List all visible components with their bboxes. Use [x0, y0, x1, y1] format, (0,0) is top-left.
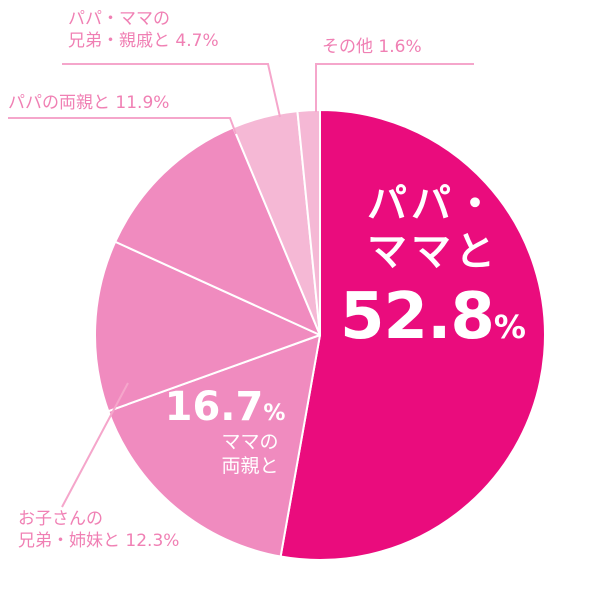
leader-siblings-relatives: [62, 63, 281, 118]
leader-paternal-parents: [8, 117, 237, 135]
slice-parents: [279, 109, 546, 561]
callout-children-siblings-line2: 兄弟・姉妹と 12.3%: [18, 531, 180, 551]
slice-value-main-unit: %: [493, 308, 526, 346]
slice-value-maternal-number: 16.7: [164, 384, 264, 430]
callout-siblings-relatives-line1: パパ・ママの: [68, 9, 170, 29]
slice-children-siblings: [94, 240, 321, 413]
slice-label-maternal-line2: 両親と: [221, 455, 279, 477]
slice-value-main: 52.8%: [338, 280, 528, 354]
callout-other: その他 1.6%: [322, 36, 422, 58]
callout-children-siblings-line1: お子さんの: [18, 509, 103, 529]
slice-value-maternal: 16.7%: [150, 384, 300, 430]
slice-paternal-grandparents: [114, 126, 321, 336]
slice-label-maternal-line1: ママの: [221, 431, 279, 453]
slice-maternal-grandparents: [107, 334, 321, 558]
slice-other: [296, 109, 321, 336]
slice-label-main-line1: パパ・: [367, 181, 499, 227]
leader-children-siblings: [61, 382, 129, 508]
slice-label-main-line2: ママと: [367, 229, 499, 275]
callout-siblings-relatives: パパ・ママの 兄弟・親戚と 4.7%: [68, 8, 219, 52]
callout-paternal-parents: パパの両親と 11.9%: [8, 92, 169, 114]
callout-other-line1: その他 1.6%: [322, 37, 422, 57]
leader-other: [315, 63, 474, 112]
callout-children-siblings: お子さんの 兄弟・姉妹と 12.3%: [18, 508, 179, 552]
callout-paternal-parents-line1: パパの両親と 11.9%: [8, 93, 170, 113]
slice-label-maternal: 16.7% ママの 両親と: [150, 384, 300, 478]
slice-value-main-number: 52.8: [340, 280, 495, 354]
slice-value-maternal-unit: %: [263, 401, 286, 426]
callout-siblings-relatives-line2: 兄弟・親戚と 4.7%: [68, 31, 219, 51]
slice-label-main: パパ・ ママと 52.8%: [338, 180, 528, 354]
